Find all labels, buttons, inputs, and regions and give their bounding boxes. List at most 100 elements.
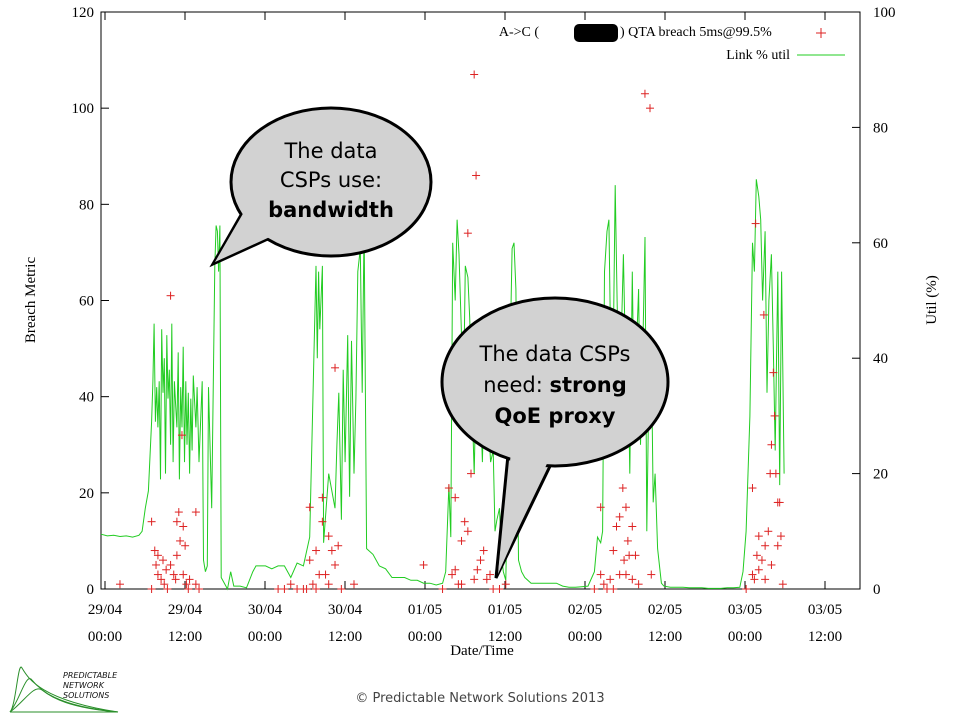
breach-point: [312, 585, 321, 593]
breach-point: [444, 484, 453, 493]
breach-point: [181, 541, 190, 550]
breach-point: [752, 551, 761, 560]
breach-point: [324, 580, 333, 589]
x-tick-date: 01/05: [408, 602, 442, 618]
x-tick-time: 00:00: [88, 629, 122, 645]
x-tick-time: 00:00: [568, 629, 602, 645]
breach-point: [609, 585, 618, 593]
company-logo: PREDICTABLE NETWORK SOLUTIONS: [9, 666, 118, 713]
breach-point: [596, 503, 605, 512]
breach-point: [485, 570, 494, 579]
breach-point: [761, 575, 770, 584]
breach-point: [769, 368, 778, 377]
breach-series-points: [115, 70, 787, 593]
breach-point: [467, 469, 476, 478]
x-tick-date: 02/05: [648, 602, 682, 618]
breach-point: [773, 541, 782, 550]
breach-point: [191, 580, 200, 589]
breach-point: [628, 575, 637, 584]
breach-point: [754, 565, 763, 574]
breach-point: [169, 570, 178, 579]
breach-point: [195, 585, 204, 593]
breach-point: [179, 522, 188, 531]
breach-point: [185, 575, 194, 584]
y-tick-label: 120: [72, 5, 95, 21]
breach-point: [631, 551, 640, 560]
breach-point: [628, 522, 637, 531]
x-tick-time: 12:00: [168, 629, 202, 645]
legend-marker-breach: [816, 28, 826, 38]
breach-point: [621, 570, 630, 579]
breach-point: [176, 536, 185, 545]
breach-point: [472, 171, 481, 180]
breach-point: [318, 493, 327, 502]
breach-point: [308, 580, 317, 589]
x-tick-date: 01/05: [488, 602, 522, 618]
breach-point: [767, 440, 776, 449]
y-tick-label: 0: [87, 582, 95, 598]
breach-point: [152, 560, 161, 569]
breach-point: [280, 585, 289, 593]
breach-point: [609, 546, 618, 555]
breach-point: [324, 532, 333, 541]
breach-point: [770, 411, 779, 420]
breach-point: [759, 310, 768, 319]
breach-point: [163, 585, 172, 593]
y-tick-label: 60: [79, 294, 94, 310]
x-tick-date: 29/04: [168, 602, 203, 618]
breach-point: [771, 469, 780, 478]
breach-point: [640, 89, 649, 98]
x-tick-time: 12:00: [808, 629, 842, 645]
breach-point: [331, 560, 340, 569]
breach-point: [286, 580, 295, 589]
breach-point: [177, 431, 186, 440]
breach-point: [761, 541, 770, 550]
breach-point: [620, 556, 629, 565]
y2-tick-label: 20: [873, 467, 888, 483]
x-tick-date: 02/05: [568, 602, 602, 618]
breach-point: [778, 580, 787, 589]
breach-point: [751, 219, 760, 228]
x-tick-date: 03/05: [728, 602, 762, 618]
breach-point: [634, 580, 643, 589]
breach-point: [742, 585, 751, 593]
x-axis-title: Date/Time: [450, 643, 514, 659]
axis-ticks: [101, 11, 860, 590]
left-tick-labels: 0 20 40 60 80 100 120: [72, 5, 95, 598]
y2-tick-label: 60: [873, 236, 888, 252]
breach-point: [748, 570, 757, 579]
x-tick-time: 00:00: [408, 629, 442, 645]
breach-point: [305, 503, 314, 512]
x-tick-time: 00:00: [728, 629, 762, 645]
breach-point: [748, 484, 757, 493]
breach-point: [606, 575, 615, 584]
util-series-line: [100, 179, 785, 591]
breach-point: [775, 498, 784, 507]
breach-point: [612, 522, 621, 531]
breach-point: [750, 575, 759, 584]
breach-point: [147, 585, 156, 593]
y2-tick-label: 100: [873, 5, 896, 21]
x-tick-date: 29/04: [88, 602, 123, 618]
breach-point: [754, 532, 763, 541]
callout-bottom-line3: QoE proxy: [495, 404, 616, 428]
breach-point: [312, 546, 321, 555]
breach-point: [776, 532, 785, 541]
breach-point: [501, 580, 510, 589]
x-tick-date: 30/04: [328, 602, 363, 618]
breach-point: [495, 585, 504, 593]
breach-point: [463, 527, 472, 536]
x-tick-time: 12:00: [648, 629, 682, 645]
breach-point: [623, 536, 632, 545]
breach-point: [473, 565, 482, 574]
breach-point: [470, 575, 479, 584]
breach-point: [647, 570, 656, 579]
breach-point: [166, 560, 175, 569]
breach-point: [767, 560, 776, 569]
breach-point: [147, 517, 156, 526]
breach-point: [646, 104, 655, 113]
x-tick-time: 12:00: [328, 629, 362, 645]
breach-point: [115, 580, 124, 589]
legend: A->C ( ) QTA breach 5ms@99.5% Link % uti…: [499, 24, 845, 63]
